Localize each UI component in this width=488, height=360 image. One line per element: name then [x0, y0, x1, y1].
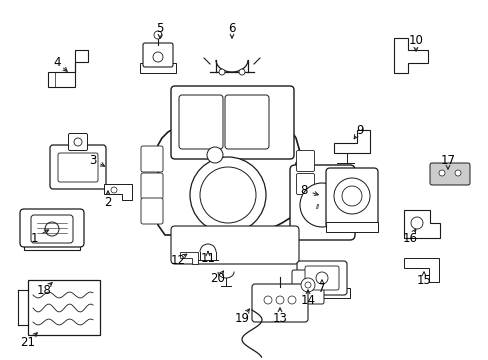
Circle shape: [190, 157, 265, 233]
Polygon shape: [155, 118, 299, 238]
Text: 2: 2: [104, 195, 112, 208]
FancyBboxPatch shape: [296, 150, 314, 171]
Polygon shape: [48, 50, 88, 87]
Circle shape: [153, 52, 163, 62]
Bar: [325, 222, 377, 232]
Circle shape: [239, 69, 244, 75]
Text: 13: 13: [272, 311, 287, 324]
Circle shape: [299, 183, 343, 227]
Text: 9: 9: [356, 123, 363, 136]
Text: 15: 15: [416, 274, 430, 287]
FancyBboxPatch shape: [429, 163, 469, 185]
FancyBboxPatch shape: [251, 284, 307, 322]
Polygon shape: [393, 38, 427, 73]
Text: 1: 1: [30, 231, 38, 244]
FancyBboxPatch shape: [142, 43, 173, 67]
Circle shape: [301, 278, 314, 292]
FancyBboxPatch shape: [171, 226, 298, 264]
Text: II: II: [315, 204, 320, 210]
Text: 16: 16: [402, 231, 417, 244]
FancyBboxPatch shape: [224, 95, 268, 149]
FancyBboxPatch shape: [20, 209, 84, 247]
Text: 5: 5: [156, 22, 163, 35]
Circle shape: [200, 167, 256, 223]
Bar: [24, 240, 80, 250]
Text: 7: 7: [318, 282, 325, 294]
Polygon shape: [403, 210, 439, 238]
FancyBboxPatch shape: [171, 86, 293, 159]
FancyBboxPatch shape: [289, 165, 354, 240]
Circle shape: [315, 272, 327, 284]
Text: 20: 20: [210, 271, 225, 284]
Circle shape: [111, 187, 117, 193]
Circle shape: [275, 296, 284, 304]
Circle shape: [341, 186, 361, 206]
Circle shape: [454, 170, 460, 176]
Circle shape: [305, 282, 310, 288]
Circle shape: [333, 178, 369, 214]
Text: 3: 3: [89, 153, 97, 166]
Circle shape: [410, 217, 422, 229]
Polygon shape: [403, 258, 438, 282]
FancyBboxPatch shape: [296, 261, 346, 295]
Text: 8: 8: [300, 184, 307, 197]
Bar: [140, 63, 176, 73]
Text: 19: 19: [234, 311, 249, 324]
Polygon shape: [333, 130, 369, 153]
FancyBboxPatch shape: [141, 146, 163, 172]
Text: 6: 6: [228, 22, 235, 35]
Bar: [293, 288, 349, 298]
FancyBboxPatch shape: [305, 266, 338, 290]
FancyBboxPatch shape: [68, 134, 87, 150]
Text: 10: 10: [408, 33, 423, 46]
FancyBboxPatch shape: [179, 95, 223, 149]
FancyBboxPatch shape: [58, 153, 98, 182]
Text: 12: 12: [170, 253, 185, 266]
FancyBboxPatch shape: [141, 198, 163, 224]
Circle shape: [438, 170, 444, 176]
Circle shape: [206, 147, 223, 163]
Text: 17: 17: [440, 153, 454, 166]
Text: 11: 11: [200, 252, 215, 265]
Text: 21: 21: [20, 336, 36, 348]
Polygon shape: [104, 184, 132, 200]
Text: 4: 4: [53, 55, 61, 68]
FancyBboxPatch shape: [291, 270, 324, 304]
Text: 18: 18: [37, 284, 51, 297]
Polygon shape: [180, 252, 198, 264]
Circle shape: [45, 222, 59, 236]
Circle shape: [264, 296, 271, 304]
FancyBboxPatch shape: [141, 173, 163, 199]
FancyBboxPatch shape: [296, 174, 314, 194]
Circle shape: [219, 69, 224, 75]
Circle shape: [287, 296, 295, 304]
Text: 14: 14: [300, 293, 315, 306]
Circle shape: [154, 31, 162, 39]
Circle shape: [74, 138, 82, 146]
FancyBboxPatch shape: [31, 215, 73, 243]
FancyBboxPatch shape: [50, 145, 106, 189]
Bar: [28, 280, 100, 335]
FancyBboxPatch shape: [325, 168, 377, 228]
